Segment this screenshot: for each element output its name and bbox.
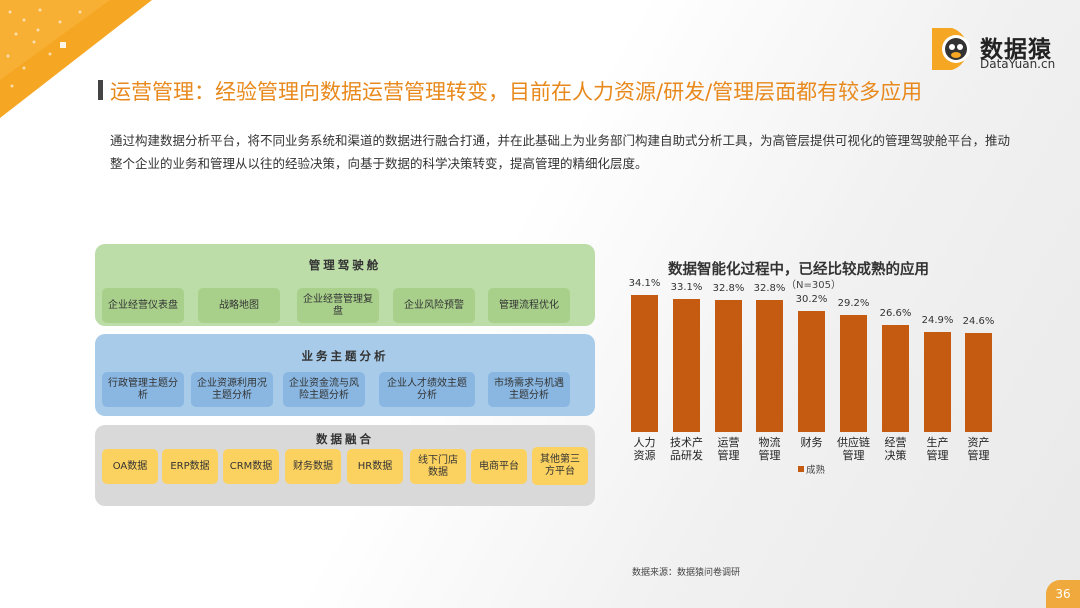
corner-decoration [0,0,152,118]
fusion-item: OA数据 [102,449,158,484]
category-label: 经营 决策 [884,436,907,462]
bar-value-label: 29.2% [837,298,870,309]
fusion-title: 数据融合 [316,432,374,446]
fusion-item: 线下门店数据 [410,449,466,484]
page-number: 36 [1046,580,1080,608]
analysis-item: 行政管理主题分析 [102,372,184,407]
bar-1 [631,295,658,432]
category-label: 资产 管理 [967,436,990,462]
bar-5 [798,311,825,432]
cockpit-item: 管理流程优化 [488,288,570,323]
page-title: 运营管理：经验管理向数据运营管理转变，目前在人力资源/研发/管理层面都有较多应用 [110,80,923,104]
cockpit-item: 企业风险预警 [393,288,475,323]
title-marker [98,80,103,100]
analysis-layer: 业务主题分析 行政管理主题分析 企业资源利用况主题分析 企业资金流与风险主题分析… [95,334,595,416]
fusion-item: 财务数据 [285,449,341,484]
bar-9 [965,333,992,432]
bar-value-label: 24.9% [921,315,954,326]
category-label: 技术产 品研发 [670,436,703,462]
chart-title: 数据智能化过程中，已经比较成熟的应用 [668,262,929,278]
bar-value-label: 24.6% [962,316,995,327]
bar-7 [882,325,909,432]
category-label: 运营 管理 [717,436,740,462]
category-label: 供应链 管理 [837,436,870,462]
bar-value-label: 33.1% [670,282,703,293]
cockpit-layer: 管理驾驶舱 企业经营仪表盘 战略地图 企业经营管理复盘 企业风险预警 管理流程优… [95,244,595,326]
legend-label: 成熟 [806,465,826,476]
fusion-item: CRM数据 [223,449,279,484]
bar-3 [715,300,742,432]
analysis-item: 企业资源利用况主题分析 [191,372,273,407]
legend-swatch [798,466,804,472]
bar-value-label: 30.2% [795,294,828,305]
logo-text-en: DataYuan.cn [980,57,1056,71]
cockpit-item: 企业经营管理复盘 [297,288,379,323]
analysis-item: 企业资金流与风险主题分析 [283,372,365,407]
bar-8 [924,332,951,432]
category-label: 物流 管理 [758,436,781,462]
bar-value-label: 32.8% [753,283,786,294]
bar-4 [756,300,783,432]
analysis-item: 企业人才绩效主题分析 [379,372,475,407]
logo: 数据猿 DataYuan.cn [930,26,1070,76]
fusion-item: HR数据 [347,449,403,484]
logo-text-cn: 数据猿 [980,37,1052,63]
bar-value-label: 34.1% [628,278,661,289]
bar-2 [673,299,700,432]
cockpit-item: 战略地图 [198,288,280,323]
data-source: 数据来源：数据猿问卷调研 [632,568,741,578]
page-description: 通过构建数据分析平台，将不同业务系统和渠道的数据进行融合打通，并在此基础上为业务… [110,133,1011,171]
bar-6 [840,315,867,432]
category-label: 人力 资源 [633,436,656,462]
fusion-item: ERP数据 [162,449,218,484]
cockpit-item: 企业经营仪表盘 [102,288,184,323]
chart-subtitle: （N=305） [786,280,841,291]
monkey-logo-icon [932,28,970,70]
fusion-item: 电商平台 [471,449,527,484]
fusion-item: 其他第三方平台 [532,447,588,485]
cockpit-title: 管理驾驶舱 [308,258,382,272]
category-label: 财务 [800,436,823,449]
bar-value-label: 32.8% [712,283,745,294]
analysis-item: 市场需求与机遇主题分析 [488,372,570,407]
fusion-layer: 数据融合 OA数据 ERP数据 CRM数据 财务数据 HR数据 线下门店数据 电… [95,425,595,506]
analysis-title: 业务主题分析 [301,349,389,363]
category-label: 生产 管理 [926,436,949,462]
bar-value-label: 26.6% [879,308,912,319]
